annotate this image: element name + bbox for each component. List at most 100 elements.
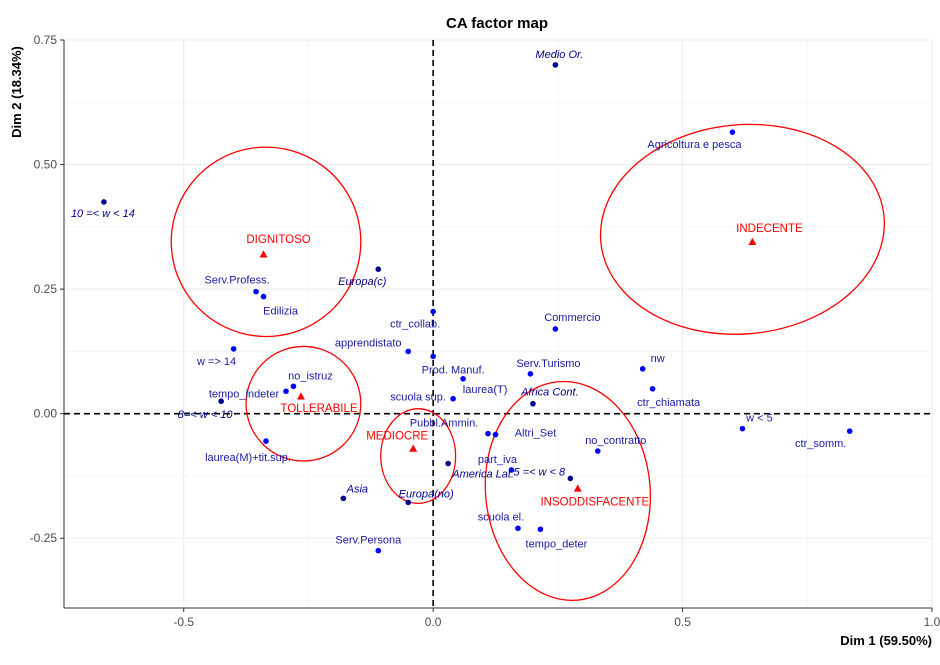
row-point: [290, 383, 297, 390]
row-point: [537, 526, 544, 533]
row-point: [492, 431, 499, 438]
row-point: [639, 366, 646, 372]
row-point: [567, 475, 574, 482]
row-point: [530, 400, 536, 407]
row-point-label: laurea(T): [463, 384, 508, 396]
row-point: [218, 398, 224, 405]
row-point-label: America Lat.: [451, 469, 514, 481]
y-tick-label: 0.75: [34, 33, 58, 47]
row-point: [460, 376, 466, 382]
row-point: [253, 288, 259, 295]
confidence-ellipse-insoddisfacente: [484, 380, 652, 601]
confidence-ellipse-dignitoso: [170, 146, 362, 338]
row-point-label: 10 =< w < 14: [71, 208, 135, 220]
axis-layer: -0.5 0.0 0.5 1.0 -0.25 0.00 0.25 0.50 0.75: [30, 33, 940, 629]
row-point: [230, 346, 237, 352]
row-point-label: scuola sup.: [390, 392, 446, 404]
row-point: [283, 388, 289, 395]
column-point-label: INDECENTE: [736, 223, 803, 235]
row-point: [260, 293, 267, 300]
row-point-label: Africa Cont.: [520, 387, 578, 399]
row-point: [375, 547, 382, 554]
row-point-label: 8=< w < 10: [178, 409, 234, 421]
row-point: [405, 499, 412, 506]
row-point-label: tempo_deter: [526, 538, 588, 550]
row-point: [527, 371, 534, 377]
row-point-label: scuola el.: [478, 511, 524, 523]
confidence-ellipse-mediocre: [380, 408, 457, 505]
row-point: [515, 525, 521, 532]
row-point: [263, 438, 269, 444]
row-point: [552, 326, 559, 332]
row-point-label: w < 5: [745, 413, 773, 425]
confidence-ellipse-indecente: [599, 123, 886, 335]
row-point-label: ctr_chiamata: [637, 397, 701, 409]
row-point-label: Agricoltura e pesca: [647, 139, 742, 151]
confidence-ellipse-tollerabile: [245, 345, 362, 462]
column-point: [259, 250, 268, 258]
row-point: [375, 266, 382, 272]
row-point-label: Serv.Profess.: [204, 275, 269, 287]
chart-title: CA factor map: [446, 15, 548, 32]
row-point: [340, 495, 347, 502]
y-tick-label: 0.00: [34, 407, 58, 421]
row-point-label: nw: [651, 353, 665, 365]
label-layer: Medio Or. Agricoltura e pesca 10 =< w < 14…: [71, 49, 846, 550]
row-point: [552, 62, 559, 68]
row-point-label: no_istruz: [288, 370, 333, 382]
row-point: [405, 348, 412, 355]
ellipse-layer: [170, 123, 886, 601]
row-point-label: ctr_collab.: [390, 319, 440, 331]
x-tick-label: 0.5: [674, 615, 691, 629]
row-point: [101, 199, 107, 205]
row-point: [739, 425, 746, 432]
x-axis-title: Dim 1 (59.50%): [840, 633, 932, 648]
row-point: [430, 308, 436, 315]
column-point-label: DIGNITOSO: [246, 234, 310, 246]
x-tick-label: 1.0: [924, 615, 940, 629]
row-point: [508, 467, 515, 473]
row-point: [485, 430, 491, 437]
column-point: [409, 444, 418, 452]
column-point: [573, 484, 582, 492]
column-point-label: INSODDISFACENTE: [540, 496, 649, 508]
row-point-label: part_iva: [478, 454, 518, 466]
row-point-label: apprendistato: [335, 337, 402, 349]
row-point-label: Prod. Manuf.: [422, 364, 485, 376]
row-point: [846, 428, 853, 434]
row-point-label: 5 =< w < 8: [513, 466, 566, 478]
row-point-label: Pubbl.Ammin.: [410, 418, 478, 430]
row-point-label: Serv.Persona: [335, 535, 402, 547]
row-point: [430, 353, 436, 360]
row-point: [445, 460, 451, 467]
row-point-label: Europa(no): [399, 488, 454, 500]
row-point-label: Europa(c): [338, 276, 387, 288]
row-point: [729, 129, 736, 135]
x-tick-label: 0.0: [425, 615, 442, 629]
point-layer: [101, 62, 853, 554]
row-point-label: w => 14: [196, 356, 236, 368]
row-point: [649, 385, 656, 392]
column-point-label: MEDIOCRE: [366, 431, 428, 443]
row-point: [450, 395, 456, 402]
row-point-label: Edilizia: [263, 306, 299, 318]
y-tick-label: -0.25: [30, 531, 58, 545]
y-tick-label: 0.50: [34, 158, 58, 172]
row-point-label: tempo_indeter: [209, 388, 280, 400]
row-point-label: ctr_somm.: [795, 438, 846, 450]
row-point-label: Medio Or.: [535, 49, 583, 61]
column-point: [748, 237, 757, 245]
row-point-label: Commercio: [544, 312, 600, 324]
y-axis-title: Dim 2 (18.34%): [9, 46, 24, 138]
row-point-label: Asia: [346, 483, 368, 495]
row-point-label: laurea(M)+tit.sup.: [205, 452, 291, 464]
plot-panel: [64, 40, 932, 608]
row-point-label: Serv.Turismo: [516, 358, 580, 370]
row-point: [594, 448, 601, 454]
row-point-label: Altri_Set: [515, 428, 557, 440]
y-tick-label: 0.25: [34, 282, 58, 296]
x-tick-label: -0.5: [173, 615, 194, 629]
row-point-label: no_contratto: [585, 435, 646, 447]
column-point-label: TOLLERABILE: [280, 403, 357, 415]
